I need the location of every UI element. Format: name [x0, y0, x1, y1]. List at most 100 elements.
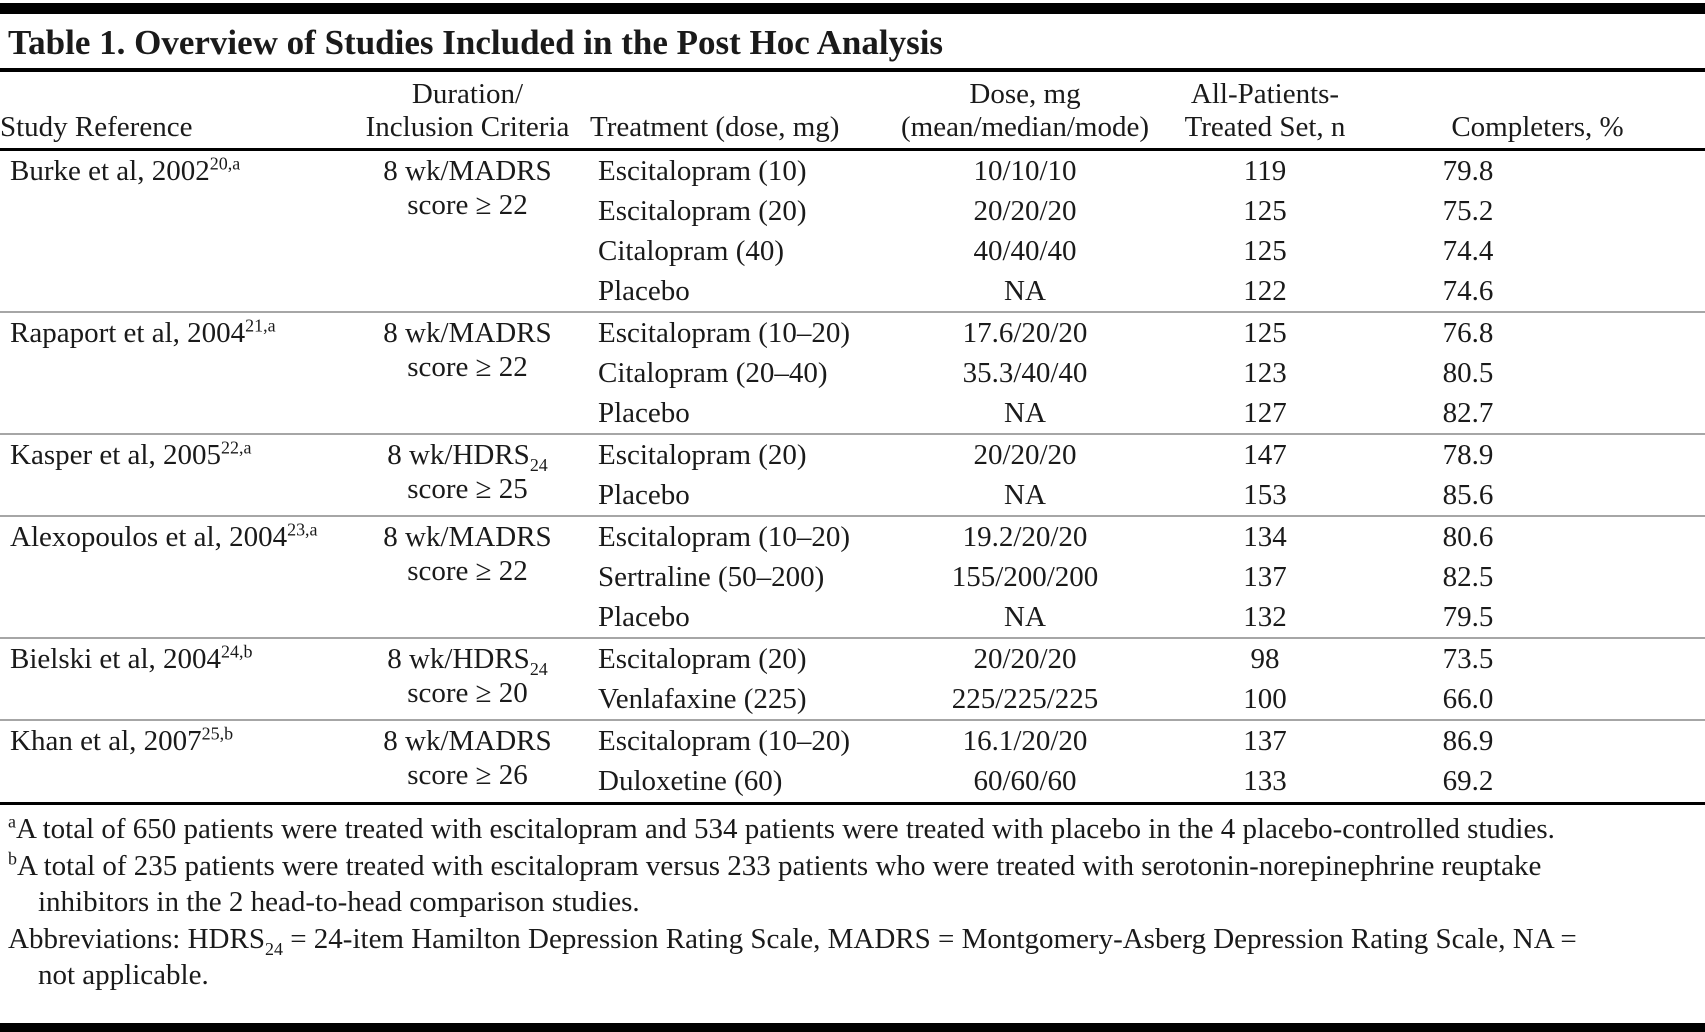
footnotes-divider-rule [0, 802, 1705, 805]
dose-cell: 155/200/200 [951, 561, 1099, 593]
table-row: Placebo NA 122 74.6 [0, 271, 1705, 312]
study-reference-text: Kasper et al, 2005 [10, 439, 221, 471]
table-row: Rapaport et al, 200421,a 8 wk/MADRS score … [0, 312, 1705, 383]
criteria-line1: 8 wk/MADRS [346, 724, 589, 758]
dose-cell: NA [1004, 601, 1046, 633]
dose-cell: 35.3/40/40 [962, 357, 1088, 389]
study-reference-text: Burke et al, 2002 [10, 155, 210, 187]
completers-cell: 82.7 [1442, 397, 1494, 429]
criteria-line1: 8 wk/HDRS24 [346, 642, 589, 678]
completers-cell: 66.0 [1442, 683, 1494, 715]
criteria-line2: score ≥ 20 [407, 677, 528, 709]
header-duration-line2: Inclusion Criteria [365, 111, 570, 143]
table-row: Citalopram (20–40) 35.3/40/40 123 80.5 [0, 353, 1705, 393]
criteria-line1-text: 8 wk/MADRS [383, 725, 552, 757]
study-block: Khan et al, 200725,b 8 wk/MADRS score ≥ 26… [0, 720, 1705, 801]
completers-cell: 74.6 [1442, 275, 1494, 307]
study-block: Burke et al, 200220,a 8 wk/MADRS score ≥ 2… [0, 150, 1705, 313]
completers-cell: 86.9 [1442, 725, 1494, 757]
treatment-cell: Venlafaxine (225) [598, 683, 807, 715]
completers-cell: 75.2 [1442, 195, 1494, 227]
dose-cell: 20/20/20 [973, 643, 1077, 675]
treatment-cell: Escitalopram (10–20) [598, 725, 851, 757]
table-row: Escitalopram (20) 20/20/20 125 75.2 [0, 191, 1705, 231]
patients-n-cell: 98 [1250, 643, 1280, 675]
patients-n-cell: 147 [1243, 439, 1287, 471]
treatment-cell: Citalopram (40) [598, 235, 785, 267]
study-block: Alexopoulos et al, 200423,a 8 wk/MADRS sco… [0, 516, 1705, 638]
criteria-line1-text: 8 wk/MADRS [383, 521, 552, 553]
study-reference-superscript: 25,b [201, 723, 234, 744]
patients-n-cell: 127 [1243, 397, 1287, 429]
table-row: Citalopram (40) 40/40/40 125 74.4 [0, 231, 1705, 271]
header-all-patients-treated: All-Patients- Treated Set, n [1160, 72, 1370, 150]
criteria-line2: score ≥ 26 [407, 759, 528, 791]
treatment-cell: Placebo [598, 397, 690, 429]
study-block: Kasper et al, 200522,a 8 wk/HDRS24 score ≥… [0, 434, 1705, 516]
patients-n-cell: 100 [1243, 683, 1287, 715]
patients-n-cell: 132 [1243, 601, 1287, 633]
dose-cell: NA [1004, 397, 1046, 429]
study-reference-text: Khan et al, 2007 [10, 725, 202, 757]
abbreviations-post: = 24-item Hamilton Depression Rating Sca… [38, 923, 1577, 991]
criteria-line1: 8 wk/HDRS24 [346, 438, 589, 475]
dose-cell: NA [1004, 479, 1046, 511]
footnote-b: bA total of 235 patients were treated wi… [8, 848, 1585, 920]
patients-n-cell: 123 [1243, 357, 1287, 389]
study-reference-cell: Alexopoulos et al, 200423,a [0, 516, 345, 638]
header-dose-line2: (mean/median/mode) [900, 111, 1149, 143]
treatment-cell: Escitalopram (10–20) [598, 521, 851, 553]
table-row: Placebo NA 153 85.6 [0, 475, 1705, 516]
header-study-reference: Study Reference [0, 111, 193, 143]
patients-n-cell: 119 [1243, 155, 1287, 187]
dose-cell: 17.6/20/20 [962, 317, 1088, 349]
footnote-a-text: A total of 650 patients were treated wit… [15, 813, 1555, 845]
dose-cell: 16.1/20/20 [962, 725, 1088, 757]
treatment-cell: Escitalopram (10–20) [598, 317, 851, 349]
header-dose-line1: Dose, mg [969, 78, 1081, 110]
completers-cell: 79.8 [1442, 155, 1494, 187]
header-apts-line1: All-Patients- [1190, 78, 1340, 110]
patients-n-cell: 125 [1243, 195, 1287, 227]
abbreviations-note: Abbreviations: HDRS24 = 24-item Hamilton… [8, 921, 1585, 993]
header-row: Study Reference Duration/ Inclusion Crit… [0, 72, 1705, 150]
treatment-cell: Escitalopram (20) [598, 439, 807, 471]
footnote-b-text: A total of 235 patients were treated wit… [16, 850, 1542, 918]
header-completers: Completers, % [1451, 111, 1624, 143]
abbreviations-pre: Abbreviations: HDRS [8, 923, 265, 955]
criteria-line1-subscript: 24 [529, 454, 548, 475]
completers-cell: 82.5 [1442, 561, 1494, 593]
criteria-line1-text: 8 wk/MADRS [383, 155, 552, 187]
header-treatment: Treatment (dose, mg) [590, 111, 840, 143]
study-block: Bielski et al, 200424,b 8 wk/HDRS24 score … [0, 638, 1705, 720]
treatment-cell: Duloxetine (60) [598, 765, 783, 797]
studies-table: Study Reference Duration/ Inclusion Crit… [0, 72, 1705, 801]
treatment-cell: Escitalopram (20) [598, 195, 807, 227]
completers-cell: 69.2 [1442, 765, 1494, 797]
dose-cell: 40/40/40 [973, 235, 1077, 267]
inclusion-criteria-cell: 8 wk/HDRS24 score ≥ 25 [345, 434, 590, 516]
criteria-line1-text: 8 wk/HDRS [387, 643, 530, 675]
header-duration-inclusion: Duration/ Inclusion Criteria [345, 72, 590, 150]
header-dose: Dose, mg (mean/median/mode) [890, 72, 1160, 150]
completers-cell: 73.5 [1442, 643, 1494, 675]
study-reference-cell: Kasper et al, 200522,a [0, 434, 345, 516]
table-row: Khan et al, 200725,b 8 wk/MADRS score ≥ 26… [0, 720, 1705, 791]
patients-n-cell: 133 [1243, 765, 1287, 797]
treatment-cell: Placebo [598, 479, 690, 511]
table-row: Duloxetine (60) 60/60/60 133 69.2 [0, 761, 1705, 801]
inclusion-criteria-cell: 8 wk/MADRS score ≥ 22 [345, 150, 590, 313]
footnote-a-marker: a [8, 811, 16, 832]
study-reference-cell: Burke et al, 200220,a [0, 150, 345, 313]
criteria-line2: score ≥ 25 [407, 473, 528, 505]
completers-cell: 74.4 [1442, 235, 1494, 267]
study-reference-cell: Rapaport et al, 200421,a [0, 312, 345, 434]
patients-n-cell: 134 [1243, 521, 1287, 553]
criteria-line1-text: 8 wk/MADRS [383, 317, 552, 349]
treatment-cell: Sertraline (50–200) [598, 561, 825, 593]
table-row: Placebo NA 132 79.5 [0, 597, 1705, 638]
inclusion-criteria-cell: 8 wk/HDRS24 score ≥ 20 [345, 638, 590, 720]
patients-n-cell: 137 [1243, 561, 1287, 593]
header-apts-line2: Treated Set, n [1184, 111, 1346, 143]
table-row: Venlafaxine (225) 225/225/225 100 66.0 [0, 679, 1705, 720]
